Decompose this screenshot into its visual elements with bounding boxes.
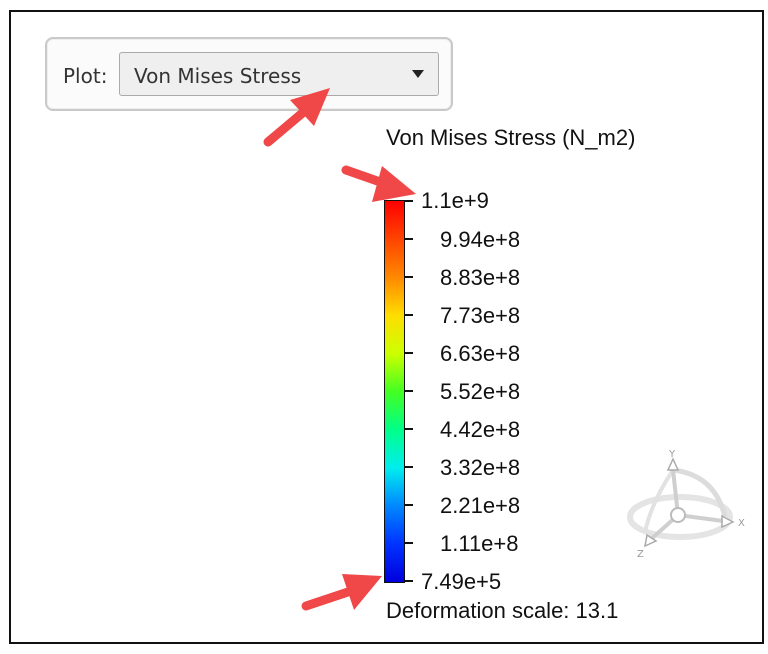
tick-mark [404, 504, 413, 506]
chevron-down-icon[interactable] [412, 70, 424, 78]
orientation-triad-icon[interactable]: Y X Z [625, 445, 755, 560]
tick-mark [404, 542, 413, 544]
colorbar [384, 200, 405, 583]
tick-label: 5.52e+8 [440, 379, 521, 404]
tick-mark [404, 238, 413, 240]
tick-mark [404, 276, 413, 278]
legend-title: Von Mises Stress (N_m2) [386, 125, 636, 150]
tick-label: 1.11e+8 [440, 531, 519, 556]
tick-mark [404, 580, 413, 582]
annotation-arrow-icon [263, 88, 330, 147]
tick-mark [404, 428, 413, 430]
triad-y-label: Y [668, 449, 676, 460]
tick-mark [404, 200, 413, 202]
tick-label-max: 1.1e+9 [421, 188, 489, 213]
plot-type-selected-value: Von Mises Stress [134, 64, 302, 88]
tick-label: 8.83e+8 [440, 265, 521, 290]
tick-label: 2.21e+8 [440, 493, 521, 518]
deformation-scale-label: Deformation scale: 13.1 [386, 598, 619, 623]
tick-label: 3.32e+8 [440, 455, 521, 480]
annotation-arrow-icon [341, 165, 416, 202]
tick-label: 9.94e+8 [440, 227, 521, 252]
tick-label: 4.42e+8 [440, 417, 521, 442]
tick-mark [404, 466, 413, 468]
tick-label: 6.63e+8 [440, 341, 521, 366]
triad-x-label: X [738, 518, 745, 529]
plot-label: Plot: [63, 64, 108, 88]
triad-z-label: Z [637, 549, 644, 560]
plot-type-dropdown[interactable]: Von Mises Stress [119, 52, 439, 96]
tick-mark [404, 314, 413, 316]
tick-label-min: 7.49e+5 [421, 569, 502, 594]
annotation-arrow-icon [301, 574, 382, 611]
tick-label: 7.73e+8 [440, 303, 521, 328]
tick-mark [404, 352, 413, 354]
tick-mark [404, 390, 413, 392]
plot-selector-panel: Plot: Von Mises Stress [45, 37, 453, 111]
